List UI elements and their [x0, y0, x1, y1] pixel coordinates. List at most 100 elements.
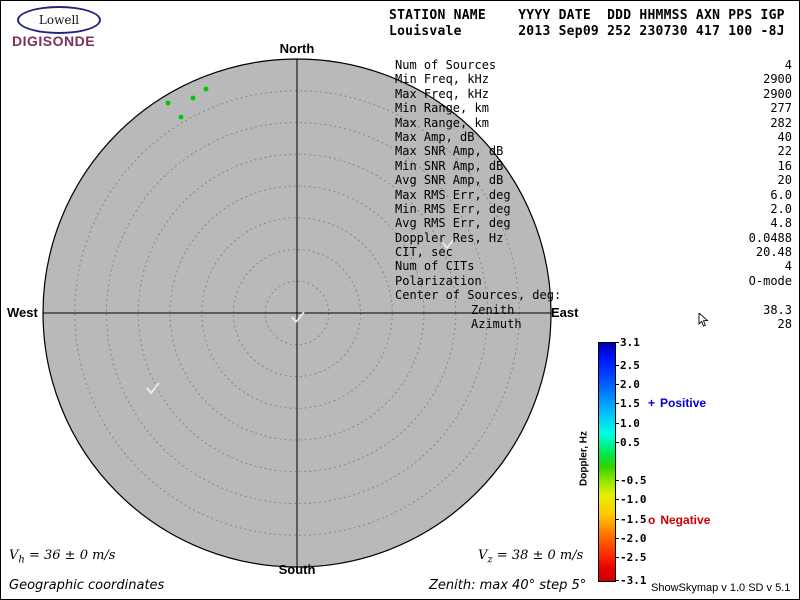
vz-symbol: V: [478, 548, 488, 563]
stat-value: 0.0488: [748, 230, 792, 245]
colorbar-tick-mark: [615, 365, 619, 367]
stat-label: Max SNR Amp, dB: [395, 144, 504, 159]
stats-row: Max Amp, dB 40: [395, 130, 792, 144]
check-mark-artifact: [291, 311, 305, 324]
stats-row: Max Freq, kHz 2900: [395, 87, 792, 101]
lowell-logo-text: Lowell: [38, 13, 80, 27]
source-point: [165, 100, 171, 106]
check-mark-artifact: [442, 237, 456, 250]
check-mark-artifact: [146, 382, 160, 395]
stats-row: Min RMS Err, deg 2.0: [395, 202, 792, 216]
stats-row: Num of CITs 4: [395, 259, 792, 273]
stats-row: Num of Sources 4: [395, 58, 792, 72]
stat-label: Doppler Res, Hz: [395, 230, 504, 245]
stats-row: Avg SNR Amp, dB 20: [395, 173, 792, 187]
negative-legend: o Negative: [648, 513, 710, 527]
source-point: [190, 95, 196, 101]
stats-row: Center of Sources, deg:: [395, 288, 792, 302]
stat-value: 4: [784, 259, 792, 274]
digisonde-logo-text: DIGISONDE: [12, 33, 96, 49]
stat-label: Zenith: [471, 302, 515, 317]
software-version-label: ShowSkymap v 1.0 SD v 5.1: [651, 582, 791, 594]
stat-label: Min Freq, kHz: [395, 72, 489, 87]
vh-symbol: V: [9, 548, 19, 563]
colorbar-axis-label: Doppler, Hz: [578, 431, 590, 487]
colorbar-tick-mark: [615, 537, 619, 539]
stats-row: Max Range, km 282: [395, 116, 792, 130]
stat-value: 16: [777, 158, 792, 173]
colorbar-tick-label: 2.5: [620, 359, 640, 373]
stats-row: Max SNR Amp, dB 22: [395, 144, 792, 158]
vz-velocity-readout: Vz = 38 ± 0 m/s: [478, 548, 583, 566]
compass-east-label: East: [551, 305, 579, 320]
stat-label: Min Range, km: [395, 101, 489, 116]
stat-value: 20.48: [755, 245, 792, 260]
stat-value: 4.8: [770, 216, 792, 231]
stats-row: Min Freq, kHz 2900: [395, 72, 792, 86]
stats-row: Zenith 38.3: [395, 303, 792, 317]
colorbar-tick-mark: [615, 556, 619, 558]
vh-subscript: h: [18, 554, 25, 566]
stat-value: 40: [777, 129, 792, 144]
colorbar-tick-mark: [615, 403, 619, 405]
stats-row: Avg RMS Err, deg 4.8: [395, 216, 792, 230]
mouse-cursor-icon: [698, 311, 709, 331]
stat-label: Center of Sources, deg:: [395, 288, 562, 303]
stat-label: CIT, sec: [395, 245, 453, 260]
doppler-colorbar: [598, 342, 616, 582]
stat-label: Max Range, km: [395, 115, 489, 130]
colorbar-tick-mark: [615, 518, 619, 520]
compass-west-label: West: [7, 305, 38, 320]
source-point: [203, 86, 209, 92]
stat-value: 38.3: [763, 302, 792, 317]
colorbar-tick-label: -3.1: [620, 574, 647, 587]
stat-label: Avg SNR Amp, dB: [395, 173, 504, 188]
colorbar-tick-mark: [615, 384, 619, 386]
zenith-scale-note: Zenith: max 40° step 5°: [429, 578, 587, 593]
vh-value: = 36 ± 0 m/s: [24, 548, 116, 563]
coordinates-note: Geographic coordinates: [9, 578, 165, 593]
stat-label: Polarization: [395, 273, 482, 288]
stat-value: O-mode: [748, 273, 792, 288]
stat-value: 4: [784, 58, 792, 72]
compass-north-label: North: [279, 41, 315, 56]
colorbar-tick-mark: [615, 499, 619, 501]
plus-marker-icon: +: [648, 396, 656, 410]
source-point: [178, 114, 184, 120]
stats-row: Azimuth 28: [395, 317, 792, 331]
stat-label: Max Freq, kHz: [395, 86, 489, 101]
stats-row: Max RMS Err, deg 6.0: [395, 188, 792, 202]
colorbar-tick-mark: [615, 422, 619, 424]
stats-row: Polarization O-mode: [395, 274, 792, 288]
colorbar-tick-label: 2.0: [620, 378, 640, 392]
colorbar-tick-label: 3.1: [620, 336, 640, 349]
colorbar-tick-mark: [615, 480, 619, 482]
circle-marker-icon: o: [648, 513, 656, 527]
stats-row: Doppler Res, Hz 0.0488: [395, 231, 792, 245]
stats-row: Min Range, km 277: [395, 101, 792, 115]
lowell-logo-oval: Lowell: [17, 6, 101, 34]
stat-value: 22: [777, 144, 792, 159]
header-columns: STATION NAME YYYY DATE DDD HHMMSS AXN PP…: [389, 8, 785, 23]
positive-legend: + Positive: [648, 396, 706, 410]
stat-label: Max RMS Err, deg: [395, 187, 511, 202]
stat-value: 2.0: [770, 201, 792, 216]
stat-label: Azimuth: [471, 317, 522, 332]
stat-label: Min RMS Err, deg: [395, 201, 511, 216]
vh-velocity-readout: Vh = 36 ± 0 m/s: [9, 548, 115, 566]
stat-value: 28: [777, 317, 792, 332]
colorbar-tick-label: 1.0: [620, 416, 640, 430]
positive-legend-label: Positive: [660, 396, 707, 410]
colorbar-tick-mark: [615, 580, 619, 581]
stat-value: 277: [770, 101, 792, 116]
stat-value: 6.0: [770, 187, 792, 202]
stat-value: 282: [770, 115, 792, 130]
stat-value: 2900: [763, 86, 792, 101]
stats-panel: Num of Sources 4 Min Freq, kHz 2900 Max Freq…: [395, 58, 792, 331]
colorbar-tick-label: -2.0: [620, 531, 647, 545]
stat-label: Num of CITs: [395, 259, 475, 274]
header-values: Louisvale 2013 Sep09 252 230730 417 100 …: [389, 24, 785, 39]
colorbar-tick-label: -1.5: [620, 512, 647, 526]
